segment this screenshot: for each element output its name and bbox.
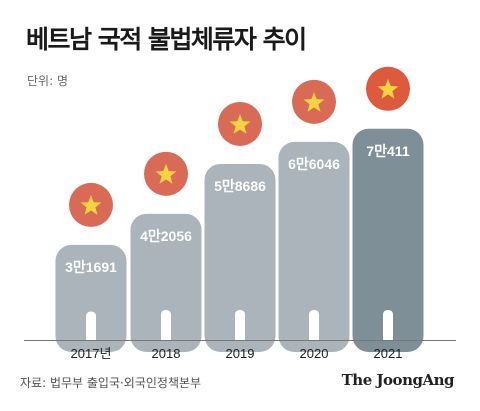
brand-logo: The JoongAng (341, 371, 455, 389)
figure-4: 7만411 (352, 66, 424, 352)
bar-figures: 3만1691 4만2056 5만8686 6만6046 7만411 (55, 66, 424, 352)
tick-label-4: 2021 (374, 346, 403, 361)
star-icon (80, 194, 102, 215)
source-note: 자료: 법무부 출입국·외국인정책본부 (20, 376, 202, 390)
value-label-4: 7만411 (366, 143, 409, 159)
bar-body-1 (130, 213, 202, 352)
leg-gap-1 (161, 310, 171, 341)
x-tick-labels: 2017년 2018 2019 2020 2021 (71, 346, 403, 361)
star-icon (377, 78, 399, 99)
star-icon (303, 91, 325, 112)
leg-gap-2 (235, 310, 245, 341)
leg-gap-3 (309, 310, 319, 341)
figure-0: 3만1691 (55, 182, 127, 352)
tick-label-3: 2020 (300, 346, 329, 361)
bar-body-2 (204, 163, 276, 352)
tick-label-1: 2018 (152, 346, 181, 361)
bar-body-3 (278, 141, 350, 352)
chart-title: 베트남 국적 불법체류자 추이 (26, 25, 307, 54)
bar-body-0 (55, 244, 127, 352)
leg-gap-4 (383, 310, 393, 341)
star-icon (229, 113, 251, 134)
tick-label-2: 2019 (226, 346, 255, 361)
unit-label: 단위: 명 (27, 74, 68, 88)
star-icon (155, 163, 177, 184)
bar-body-4 (352, 128, 424, 352)
figure-3: 6만6046 (278, 79, 350, 352)
value-label-0: 3만1691 (65, 259, 117, 275)
value-label-1: 4만2056 (140, 228, 192, 244)
value-label-2: 5만8686 (214, 178, 266, 194)
figure-2: 5만8686 (204, 101, 276, 352)
value-label-3: 6만6046 (288, 156, 340, 172)
figure-1: 4만2056 (130, 151, 202, 352)
leg-gap-0 (86, 311, 96, 341)
tick-label-0: 2017년 (71, 346, 112, 361)
